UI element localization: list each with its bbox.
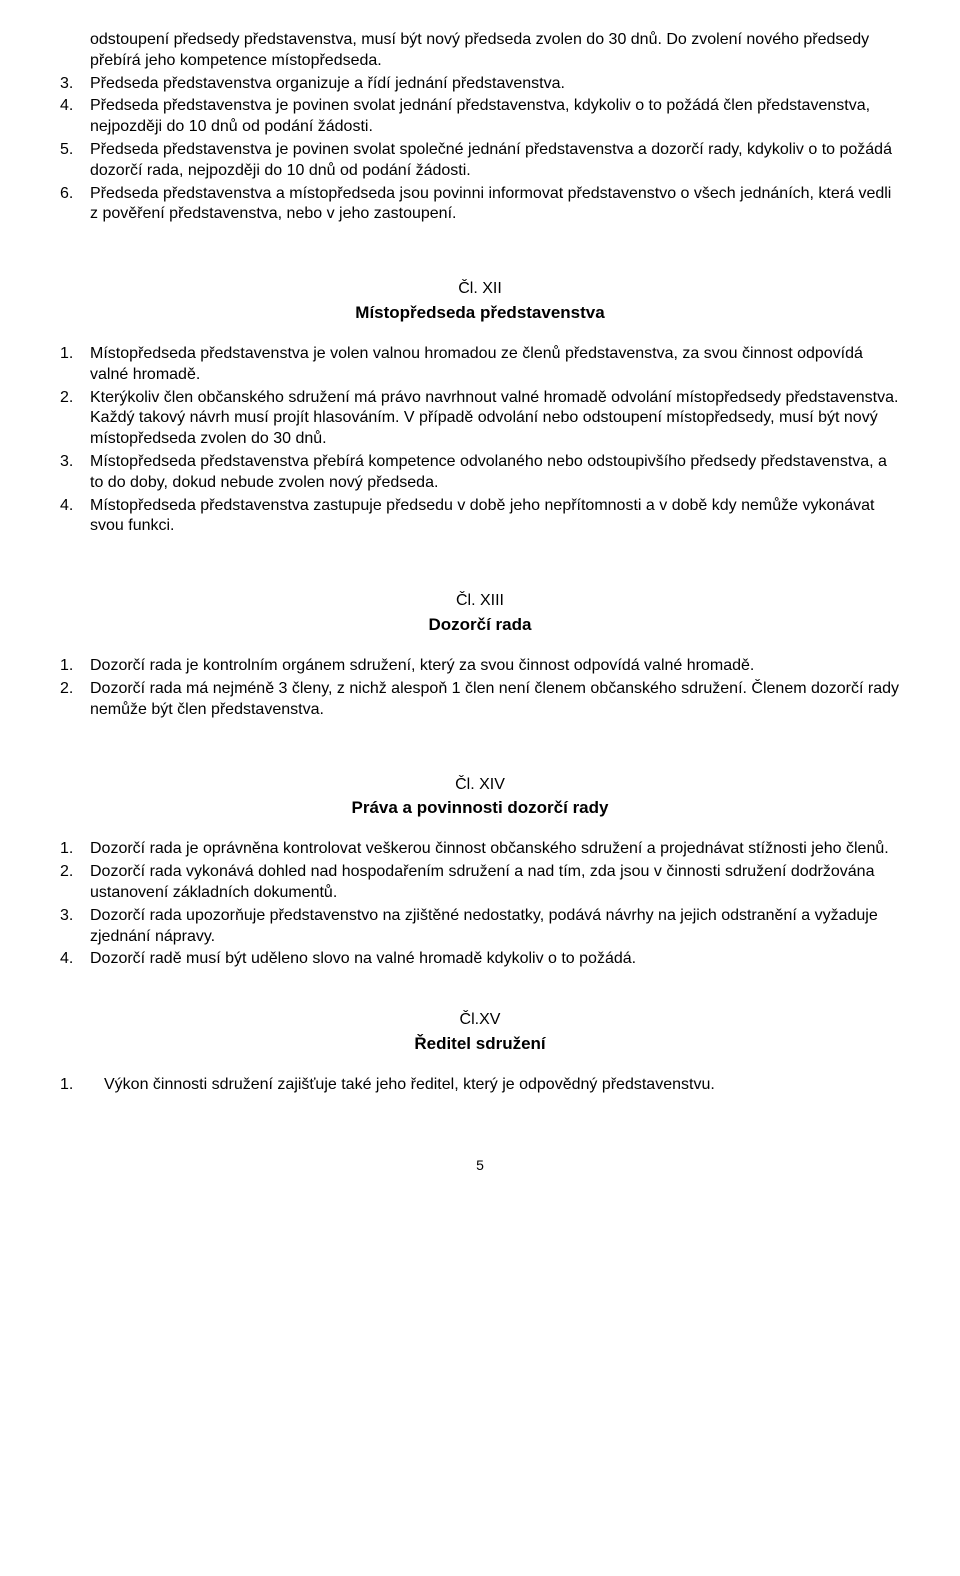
section-heading: Čl. XIII Dozorčí rada <box>60 591 900 636</box>
list-text: Dozorčí rada má nejméně 3 členy, z nichž… <box>90 679 900 721</box>
list-item: 1. Výkon činnosti sdružení zajišťuje tak… <box>60 1075 900 1096</box>
list-number: 2. <box>60 388 90 450</box>
section-article-label: Čl. XII <box>60 279 900 300</box>
section-title: Dozorčí rada <box>60 614 900 636</box>
section-title: Ředitel sdružení <box>60 1033 900 1055</box>
list-item: 1. Dozorčí rada je oprávněna kontrolovat… <box>60 839 900 860</box>
list-number: 4. <box>60 96 90 138</box>
list-item: 3. Dozorčí rada upozorňuje představenstv… <box>60 906 900 948</box>
list-number: 3. <box>60 906 90 948</box>
list-text: Dozorčí rada vykonává dohled nad hospoda… <box>90 862 900 904</box>
section-list: 1. Dozorčí rada je oprávněna kontrolovat… <box>60 839 900 970</box>
list-item: 5. Předseda představenstva je povinen sv… <box>60 140 900 182</box>
list-text: Dozorčí rada upozorňuje představenstvo n… <box>90 906 900 948</box>
list-text: Výkon činnosti sdružení zajišťuje také j… <box>104 1075 900 1096</box>
list-item: 1. Dozorčí rada je kontrolním orgánem sd… <box>60 656 900 677</box>
list-item: 4. Dozorčí radě musí být uděleno slovo n… <box>60 949 900 970</box>
section-heading: Čl. XII Místopředseda představenstva <box>60 279 900 324</box>
list-text: Místopředseda představenstva přebírá kom… <box>90 452 900 494</box>
list-text: Předseda představenstva a místopředseda … <box>90 184 900 226</box>
section-heading: Čl.XV Ředitel sdružení <box>60 1010 900 1055</box>
continued-paragraph: odstoupení předsedy představenstva, musí… <box>60 30 900 72</box>
list-item: 4. Předseda představenstva je povinen sv… <box>60 96 900 138</box>
section-list: 1. Místopředseda představenstva je volen… <box>60 344 900 537</box>
section-list: 1. Výkon činnosti sdružení zajišťuje tak… <box>60 1075 900 1096</box>
list-number: 6. <box>60 184 90 226</box>
section-article-label: Čl.XV <box>60 1010 900 1031</box>
list-number: 3. <box>60 74 90 95</box>
section-list: 1. Dozorčí rada je kontrolním orgánem sd… <box>60 656 900 720</box>
section-xiii: Čl. XIII Dozorčí rada 1. Dozorčí rada je… <box>60 591 900 720</box>
list-number: 1. <box>60 839 90 860</box>
list-number: 1. <box>60 1075 104 1096</box>
section-title: Místopředseda představenstva <box>60 302 900 324</box>
list-number: 4. <box>60 949 90 970</box>
list-number: 2. <box>60 679 90 721</box>
list-text: Dozorčí rada je oprávněna kontrolovat ve… <box>90 839 900 860</box>
list-number: 4. <box>60 496 90 538</box>
list-number: 3. <box>60 452 90 494</box>
list-item: 3. Předseda představenstva organizuje a … <box>60 74 900 95</box>
list-text: Dozorčí radě musí být uděleno slovo na v… <box>90 949 900 970</box>
top-list: 3. Předseda představenstva organizuje a … <box>60 74 900 226</box>
list-item: 4. Místopředseda představenstva zastupuj… <box>60 496 900 538</box>
list-text: Místopředseda představenstva zastupuje p… <box>90 496 900 538</box>
list-number: 1. <box>60 656 90 677</box>
section-heading: Čl. XIV Práva a povinnosti dozorčí rady <box>60 775 900 820</box>
list-text: Dozorčí rada je kontrolním orgánem sdruž… <box>90 656 900 677</box>
list-text: Místopředseda představenstva je volen va… <box>90 344 900 386</box>
list-number: 2. <box>60 862 90 904</box>
list-text: Kterýkoliv člen občanského sdružení má p… <box>90 388 900 450</box>
list-item: 2. Dozorčí rada vykonává dohled nad hosp… <box>60 862 900 904</box>
section-title: Práva a povinnosti dozorčí rady <box>60 797 900 819</box>
list-text: Předseda představenstva je povinen svola… <box>90 140 900 182</box>
list-text: Předseda představenstva je povinen svola… <box>90 96 900 138</box>
list-item: 3. Místopředseda představenstva přebírá … <box>60 452 900 494</box>
list-number: 1. <box>60 344 90 386</box>
section-article-label: Čl. XIII <box>60 591 900 612</box>
list-text: Předseda představenstva organizuje a říd… <box>90 74 900 95</box>
list-item: 2. Kterýkoliv člen občanského sdružení m… <box>60 388 900 450</box>
section-xiv: Čl. XIV Práva a povinnosti dozorčí rady … <box>60 775 900 971</box>
page-number: 5 <box>60 1156 900 1174</box>
list-number: 5. <box>60 140 90 182</box>
section-article-label: Čl. XIV <box>60 775 900 796</box>
list-item: 2. Dozorčí rada má nejméně 3 členy, z ni… <box>60 679 900 721</box>
section-xv: Čl.XV Ředitel sdružení 1. Výkon činnosti… <box>60 1010 900 1096</box>
section-xii: Čl. XII Místopředseda představenstva 1. … <box>60 279 900 537</box>
list-item: 1. Místopředseda představenstva je volen… <box>60 344 900 386</box>
list-item: 6. Předseda představenstva a místopředse… <box>60 184 900 226</box>
